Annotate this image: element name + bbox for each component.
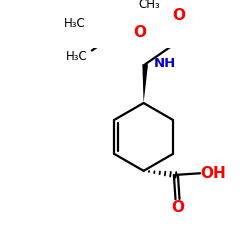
Polygon shape bbox=[142, 64, 148, 103]
Text: NH: NH bbox=[153, 57, 176, 70]
Text: H₃C: H₃C bbox=[64, 16, 86, 30]
Text: O: O bbox=[133, 25, 146, 40]
Text: O: O bbox=[171, 200, 184, 215]
Text: OH: OH bbox=[200, 166, 226, 181]
Text: H₃C: H₃C bbox=[66, 50, 88, 64]
Text: O: O bbox=[172, 8, 185, 23]
Text: CH₃: CH₃ bbox=[139, 0, 160, 11]
